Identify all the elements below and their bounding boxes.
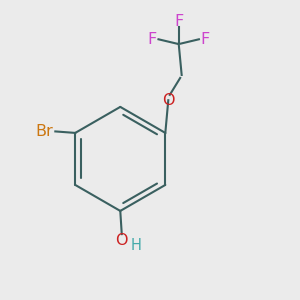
Text: Br: Br: [35, 124, 53, 139]
Text: F: F: [147, 32, 157, 47]
Text: O: O: [162, 93, 175, 108]
Text: O: O: [116, 232, 128, 247]
Text: F: F: [174, 14, 183, 29]
Text: F: F: [201, 32, 210, 47]
Text: H: H: [130, 238, 142, 253]
